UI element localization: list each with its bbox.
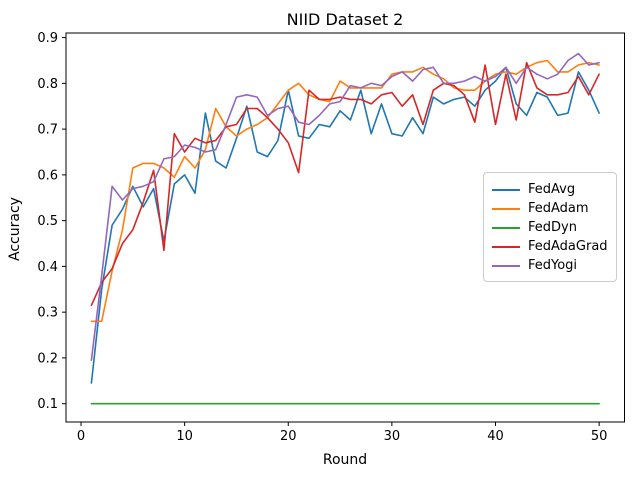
series-line-fedadagrad: [90, 61, 600, 307]
legend-entry-feddyn: FedDyn: [492, 218, 608, 237]
series-line-fedavg: [90, 66, 600, 384]
legend-line-sample: [492, 226, 520, 229]
legend: FedAvg FedAdam FedDyn FedAdaGrad FedYogi: [483, 172, 617, 282]
legend-line-sample: [492, 188, 520, 191]
legend-line-sample: [492, 245, 520, 248]
legend-label: FedYogi: [528, 258, 578, 273]
y-tick-label: 0.4: [37, 260, 58, 275]
chart-title: NIID Dataset 2: [286, 10, 404, 29]
series-line-fedyogi: [90, 52, 600, 362]
x-tick-label: 40: [487, 429, 504, 444]
legend-label: FedAdam: [528, 201, 589, 216]
x-axis-label: Round: [322, 452, 368, 468]
y-tick-label: 0.2: [37, 351, 58, 366]
y-tick-label: 0.1: [37, 397, 58, 412]
x-tick-label: 20: [280, 429, 297, 444]
x-tick-label: 30: [384, 429, 401, 444]
legend-label: FedAvg: [528, 182, 576, 197]
plot-border: [65, 32, 625, 423]
y-tick-label: 0.8: [37, 77, 58, 92]
legend-entry-fedavg: FedAvg: [492, 180, 608, 199]
legend-entry-fedyogi: FedYogi: [492, 256, 608, 275]
y-tick-label: 0.5: [37, 214, 58, 229]
x-tick-label: 0: [77, 429, 85, 444]
x-tick-label: 50: [591, 429, 608, 444]
legend-entry-fedadam: FedAdam: [492, 199, 608, 218]
legend-label: FedDyn: [528, 220, 577, 235]
legend-entry-fedadagrad: FedAdaGrad: [492, 237, 608, 256]
y-tick-label: 0.9: [37, 31, 58, 46]
legend-line-sample: [492, 207, 520, 210]
y-tick-label: 0.6: [37, 168, 58, 183]
legend-line-sample: [492, 264, 520, 267]
x-tick-label: 10: [176, 429, 193, 444]
y-tick-label: 0.7: [37, 123, 58, 138]
series-line-fedadam: [90, 59, 600, 323]
y-axis-label: Accuracy: [7, 197, 23, 261]
legend-label: FedAdaGrad: [528, 239, 608, 254]
y-tick-label: 0.3: [37, 306, 58, 321]
